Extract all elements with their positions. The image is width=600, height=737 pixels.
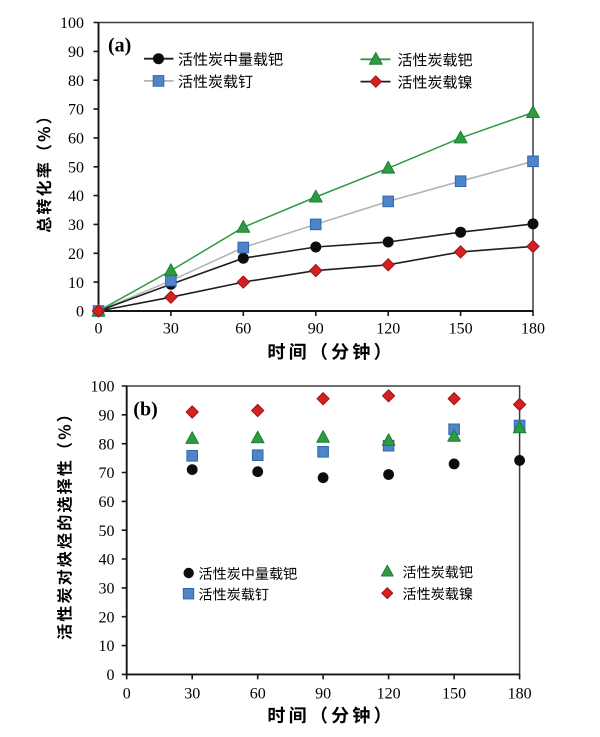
svg-text:100: 100: [91, 379, 115, 396]
svg-text:0: 0: [76, 304, 84, 321]
svg-text:50: 50: [68, 159, 84, 176]
svg-text:10: 10: [68, 275, 84, 292]
svg-text:90: 90: [99, 407, 115, 424]
svg-text:10: 10: [99, 638, 115, 655]
svg-text:180: 180: [508, 686, 532, 703]
svg-text:0: 0: [107, 667, 115, 684]
svg-text:180: 180: [521, 321, 545, 338]
svg-text:90: 90: [68, 44, 84, 61]
svg-text:30: 30: [99, 581, 115, 598]
svg-text:40: 40: [99, 552, 115, 569]
svg-text:20: 20: [99, 609, 115, 626]
svg-text:60: 60: [250, 686, 266, 703]
svg-text:30: 30: [184, 686, 200, 703]
svg-text:120: 120: [376, 321, 400, 338]
svg-text:90: 90: [308, 321, 324, 338]
svg-text:0: 0: [123, 686, 131, 703]
svg-text:50: 50: [99, 523, 115, 540]
svg-text:60: 60: [235, 321, 251, 338]
svg-text:80: 80: [68, 73, 84, 90]
svg-text:100: 100: [60, 15, 84, 32]
svg-text:(a): (a): [108, 35, 131, 57]
svg-text:30: 30: [163, 321, 179, 338]
svg-text:80: 80: [99, 436, 115, 453]
svg-text:0: 0: [95, 321, 103, 338]
svg-text:120: 120: [377, 686, 401, 703]
svg-text:20: 20: [68, 246, 84, 263]
svg-text:70: 70: [68, 102, 84, 119]
svg-text:30: 30: [68, 217, 84, 234]
svg-text:60: 60: [99, 494, 115, 511]
svg-text:90: 90: [315, 686, 331, 703]
svg-text:60: 60: [68, 131, 84, 148]
svg-text:150: 150: [442, 686, 466, 703]
svg-text:70: 70: [99, 465, 115, 482]
svg-text:(b): (b): [133, 399, 157, 421]
svg-text:40: 40: [68, 188, 84, 205]
svg-text:150: 150: [449, 321, 473, 338]
